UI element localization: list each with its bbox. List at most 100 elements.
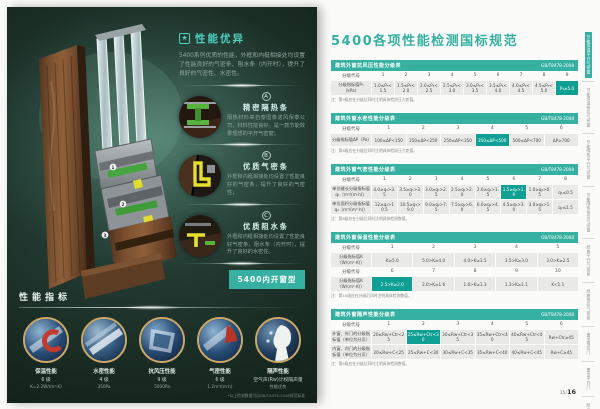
window-cutaway-illustration: 1 2 3 xyxy=(39,24,183,299)
spec-table: 建筑外窗抗风压性能分级表 GB/T8478-2008 分级代号 1 2 3 4 5 6 7 8 9 分级… xyxy=(331,60,578,103)
table-cell: 4.5≤P₃<5.0 xyxy=(533,81,555,95)
spec-table: 建筑外窗气密性能分级表 GB/T8478-2008 分级代号 1 2 3 4 5 6 7 8 单位缝长… xyxy=(331,164,578,222)
table-cell: 1 xyxy=(383,177,386,182)
table-cell: 3.5≥q₁>3.0 xyxy=(397,185,423,199)
indicator-item: 水密性能 4 级 350Pa xyxy=(77,317,131,390)
table-cell: 5 xyxy=(525,322,529,327)
table-cell: 40≤Rw+C<45 xyxy=(510,345,544,359)
row-label: 单位面积分级指标值q₂（m³/(m²·h)） xyxy=(331,200,371,214)
left-page: 1 2 3 ★ 性能优异 5400系列优质的性能，外框和内梃相接处均设置了性能良… xyxy=(7,7,317,403)
table-cell: 2 xyxy=(408,177,412,182)
table-row: 分级指标值ΔP（Pa） 100≤ΔP<150 150≤ΔP<250 250≤ΔP<35… xyxy=(331,134,578,146)
table-standard: GB/T8478-2008 xyxy=(541,63,574,68)
spec-table: 建筑外窗保温性能分级表 GB/T8478-2008 分级代号 1 2 3 4 5 分级指标值K（… xyxy=(331,232,579,299)
indicator-photo xyxy=(139,317,185,363)
tab-separator xyxy=(582,238,595,240)
feature-text: A 精密隔热条 隔热材料来自泰国泰诺风保泰公司，材料性能良好，是一款节能效果理想的平… xyxy=(227,91,305,138)
indicator-name: 气密性能 xyxy=(209,369,231,375)
page-number: 15/16 xyxy=(560,388,576,396)
sidebar-tab: 重型推拉门 xyxy=(586,333,592,356)
table-cell: 3.0≥q₁>2.5 xyxy=(423,185,449,199)
highlighted-cell: 350≤ΔP<500 xyxy=(475,134,509,146)
tab-separator xyxy=(582,396,595,398)
table-cell: 4.0≥q₁>3.5 xyxy=(372,185,397,199)
table-note: 注：第6级应在分级后同时注明具体检测数值。 xyxy=(331,361,410,366)
table-cell: 7 xyxy=(538,177,542,182)
table-cell: 30≤Rw+C<35 xyxy=(441,345,475,359)
table-row: 单位缝长分级指标值q₁（m³/(m·h)） 4.0≥q₁>3.5 3.5≥q₁>3.… xyxy=(331,185,578,199)
table-cell: 1 xyxy=(387,322,391,327)
table-cell: 8 xyxy=(473,269,477,274)
glow-divider xyxy=(179,261,305,267)
glow-divider xyxy=(179,82,305,88)
table-cell: 35≤Rw+Ctr<40 xyxy=(475,330,509,344)
table-cell: 3 xyxy=(427,73,431,78)
indicator-photo xyxy=(197,317,243,363)
sidebar-tab: 节能保温平开气密窗 xyxy=(584,32,593,78)
table-note: 注：第6级应在分级后同时注明具体检测压力差值。 xyxy=(331,148,417,153)
table-cell: q₁≤0.5 xyxy=(553,185,578,199)
feature-callouts: A 精密隔热条 隔热材料来自泰国泰诺风保泰公司，材料性能良好，是一款节能效果理想的平… xyxy=(179,91,305,257)
tab-separator xyxy=(582,80,595,82)
table-standard: GB/T8478-2008 xyxy=(541,235,574,240)
callout-title: 优质阻水条 xyxy=(243,221,289,231)
table-cell: 3.0>K≥2.5 xyxy=(537,253,579,267)
table-row: 内窗、内门的分级指标值（单位为分贝） 20≤Rw+C<25 25≤Rw+C<30 30… xyxy=(331,345,578,359)
indicator-value: K=2.2W/(m²·K) xyxy=(30,384,62,389)
table-row: 外窗、外门的分级指标值（单位为分贝） 20≤Rw+Ctr<25 25≤Rw+Ctr<… xyxy=(331,330,578,344)
section-tab-strip: 节能保温平开气密窗 节能保温推拉气密窗 节能隔热平开气密窗 节能隔热推拉气密窗 经典平开… xyxy=(579,32,598,409)
table-cell: 4 xyxy=(490,126,494,131)
row-label: 分级代号 xyxy=(342,126,360,132)
row-label: 单位缝长分级指标值q₁（m³/(m·h)） xyxy=(331,185,371,199)
table-row: 分级代号 1 2 3 4 5 xyxy=(331,243,578,252)
table-cell: 3.5≤P₃<4.0 xyxy=(487,81,509,95)
feature-photo xyxy=(179,214,221,257)
sidebar-tab: 重型平开门 xyxy=(586,368,592,391)
table-note: 注：第8级应在分级后同时注明具体检测数值。 xyxy=(331,216,410,221)
feature-text: C 优质阻水条 外框和内梃相接处均设置了性能良好气密条、阻水条（内开时），提升了良好… xyxy=(227,210,305,257)
table-cell: 1 xyxy=(381,73,385,78)
table-cell: 1.3>K≥1.1 xyxy=(496,277,537,291)
row-label: 分级指标值ΔP（Pa） xyxy=(331,134,372,146)
table-cell: 4.0>K≥3.5 xyxy=(454,253,496,267)
table-cell: 4 xyxy=(490,322,494,327)
table-cell: 250≤ΔP<350 xyxy=(441,134,475,146)
table-cell: 3 xyxy=(456,126,460,131)
table-title: 建筑外窗水密性能分级表 xyxy=(335,116,396,122)
table-cell: K≥5.0 xyxy=(372,253,413,267)
table-cell: q₂≤1.5 xyxy=(553,200,578,214)
model-badge: 5400内开窗型 xyxy=(229,270,305,290)
table-cell: 6.0≥q₂>4.5 xyxy=(475,200,501,214)
table-standard: GB/T8478-2008 xyxy=(541,167,574,172)
table-header: 建筑外窗气密性能分级表 GB/T8478-2008 xyxy=(331,164,578,175)
table-cell: 100≤ΔP<150 xyxy=(372,134,406,146)
tab-separator xyxy=(582,282,595,284)
table-cell: 2 xyxy=(421,322,425,327)
highlighted-cell: 25≤Rw+Ctr<30 xyxy=(406,330,440,344)
table-row: 分级指标值K（W/(m²·K)） K≥5.0 5.0>K≥4.0 4.0>K≥3.5 3… xyxy=(331,253,579,267)
row-label: 分级代号 xyxy=(342,269,360,275)
feature-callout: C 优质阻水条 外框和内梃相接处均设置了性能良好气密条、阻水条（内开时），提升了良好… xyxy=(179,210,305,257)
table-cell: 1.0≤P₃<1.5 xyxy=(372,81,394,95)
svg-text:3: 3 xyxy=(103,233,106,239)
features-column: ★ 性能优异 5400系列优质的性能，外框和内梃相接处均设置了性能良好的气密条、… xyxy=(179,31,305,290)
table-cell: 3.0≤P₃<3.5 xyxy=(464,81,486,95)
highlighted-cell: P₃≥5.0 xyxy=(556,81,578,95)
table-row: 分级代号 1 2 3 4 5 6 xyxy=(331,320,578,329)
indicator-item: 气密性能 6 级 1.2m³/(m·h) xyxy=(193,317,247,390)
indicator-photo xyxy=(81,317,127,363)
table-note: 注：第9级应在分级后同时注明具体检测压力差值。 xyxy=(331,97,417,102)
svg-text:1: 1 xyxy=(111,165,114,171)
table-cell: 1.5≤P₃<2.0 xyxy=(395,81,417,95)
performance-indicators: 性能指标 保温性能 6 级 K=2.2W/(m²·K) 水密性能 4 级 350Pa 抗风压… xyxy=(19,290,305,399)
table-standard: GB/T8478-2008 xyxy=(541,312,574,317)
table-cell: 4 xyxy=(514,245,518,250)
page-current: 15 xyxy=(559,391,566,396)
indicator-photo xyxy=(255,317,301,363)
indicator-grade: 6 级 xyxy=(215,378,225,383)
table-cell: 3 xyxy=(473,245,477,250)
features-header: ★ 性能优异 xyxy=(179,31,305,46)
table-cell: 9.0≥q₂>7.5 xyxy=(423,200,449,214)
table-row: 分级代号 1 2 3 4 5 6 xyxy=(331,124,578,133)
